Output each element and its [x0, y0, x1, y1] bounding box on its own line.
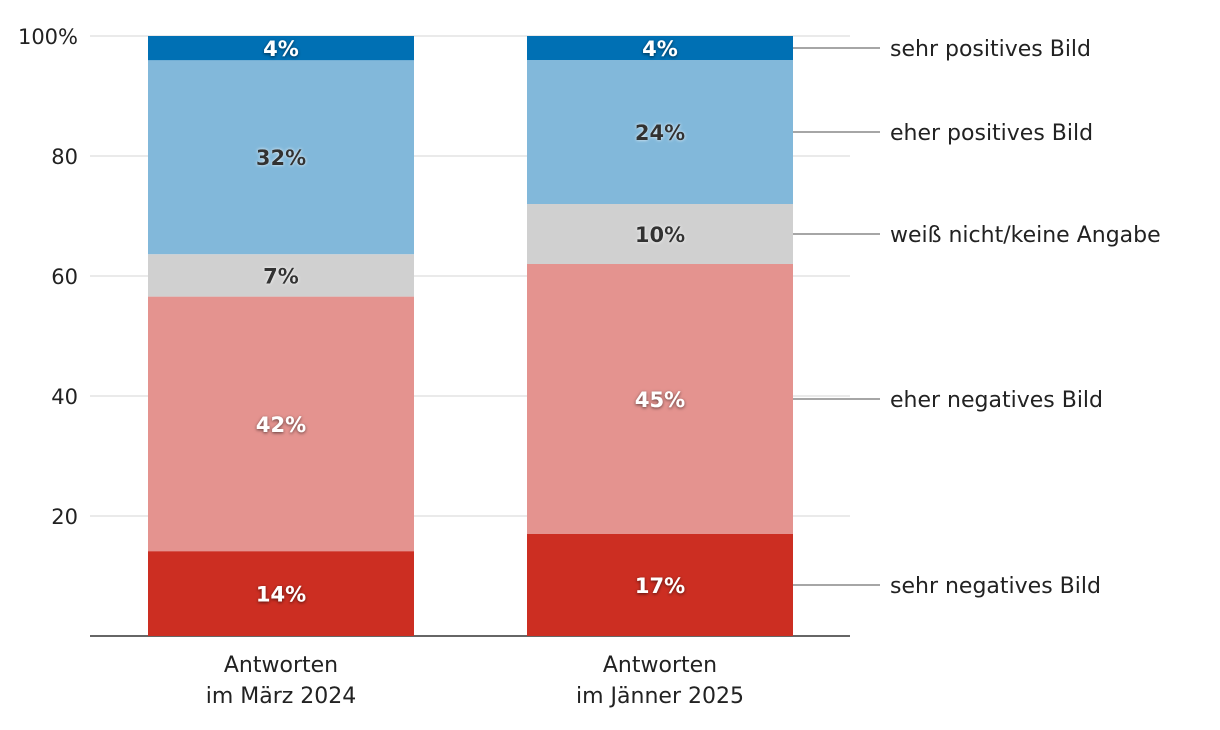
legend-label: eher positives Bild — [890, 121, 1093, 146]
legend-label: eher negatives Bild — [890, 388, 1103, 413]
bar-segment — [148, 254, 414, 297]
y-tick-label: 60 — [51, 265, 78, 289]
y-tick-label: 20 — [51, 505, 78, 529]
x-category-label: im Jänner 2025 — [576, 684, 744, 709]
bar-segment — [148, 36, 414, 61]
legend-label: sehr negatives Bild — [890, 574, 1101, 599]
bar-segment — [527, 534, 793, 636]
data-label: 17% — [635, 574, 685, 598]
bar-segment — [148, 296, 414, 552]
data-label: 7% — [263, 264, 299, 288]
data-label: 14% — [256, 583, 306, 607]
data-label: 32% — [256, 146, 306, 170]
data-label: 42% — [256, 413, 306, 437]
y-tick-label: 100% — [18, 25, 78, 49]
legend-label: weiß nicht/keine Angabe — [890, 223, 1161, 248]
x-category-label: Antworten — [224, 653, 338, 678]
bar-segment — [148, 60, 414, 255]
bar-segment — [527, 204, 793, 264]
y-tick-label: 40 — [51, 385, 78, 409]
legend-label: sehr positives Bild — [890, 37, 1091, 62]
bar-segment — [527, 36, 793, 60]
bar-segment — [527, 264, 793, 534]
data-label: 10% — [635, 223, 685, 247]
x-category-label: Antworten — [603, 653, 717, 678]
data-label: 45% — [635, 388, 685, 412]
y-tick-label: 80 — [51, 145, 78, 169]
data-label: 4% — [263, 37, 299, 61]
data-label: 24% — [635, 121, 685, 145]
bar-segment — [148, 551, 414, 636]
data-label: 4% — [642, 37, 678, 61]
bar-segment — [527, 60, 793, 204]
x-category-label: im März 2024 — [206, 684, 357, 709]
